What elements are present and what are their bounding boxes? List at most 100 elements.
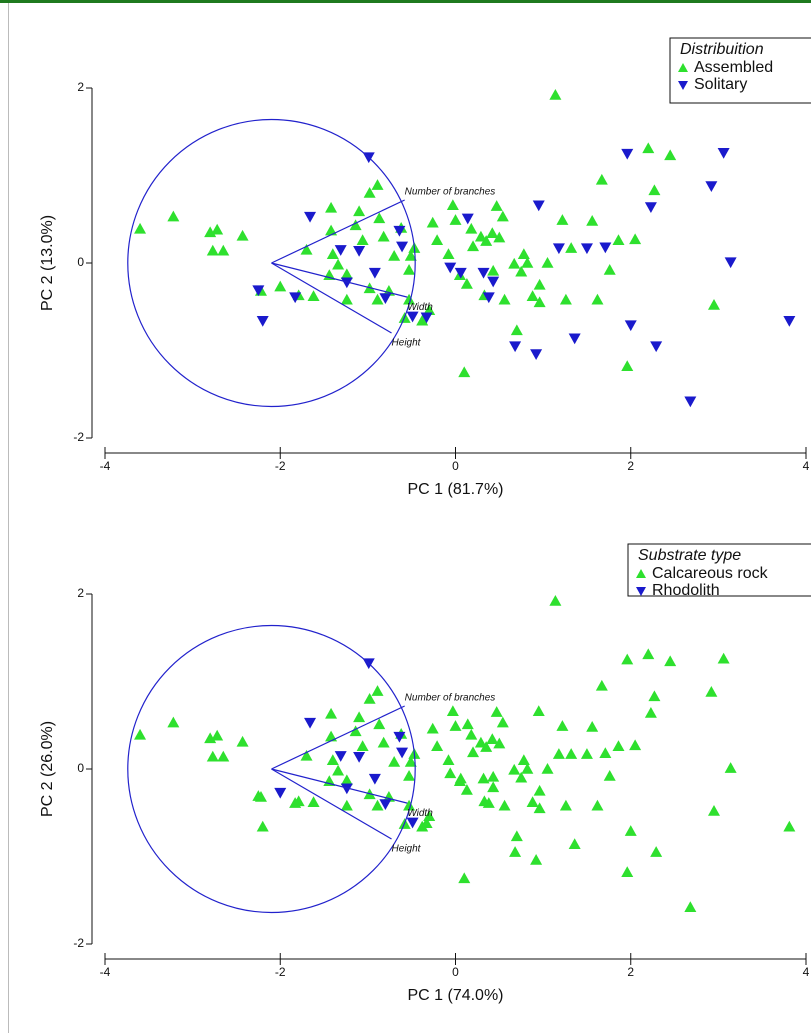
point: [460, 278, 473, 289]
point: [373, 718, 386, 730]
point: [252, 790, 265, 801]
legend-label: Solitary: [694, 76, 747, 93]
point: [396, 747, 409, 759]
point: [510, 830, 523, 842]
point: [431, 234, 444, 246]
point: [684, 901, 697, 913]
point: [307, 796, 320, 808]
point: [783, 315, 796, 327]
point: [603, 264, 616, 275]
legend-box: [627, 543, 811, 597]
point: [621, 148, 634, 160]
y-tick-label: 0: [77, 255, 84, 269]
point: [304, 211, 317, 223]
point: [368, 773, 381, 785]
y-tick-label: 2: [77, 80, 84, 94]
point: [565, 748, 578, 759]
y-tick-label: -2: [73, 936, 84, 950]
point: [580, 243, 593, 255]
y-axis-title: PC 2 (26.0%): [39, 721, 56, 817]
point: [349, 725, 362, 737]
point: [642, 648, 655, 660]
point: [621, 653, 634, 665]
point: [591, 293, 604, 305]
point: [612, 740, 625, 752]
point: [515, 771, 528, 783]
x-axis-title: PC 1 (81.7%): [407, 481, 503, 498]
point: [373, 212, 386, 224]
point: [307, 290, 320, 302]
legend-marker: [678, 81, 688, 90]
loading-label: Width: [407, 808, 433, 819]
point: [431, 740, 444, 752]
loading-vector: [271, 262, 408, 298]
point: [403, 770, 416, 781]
point: [664, 655, 677, 667]
point: [650, 341, 663, 353]
point: [521, 763, 534, 774]
point: [717, 652, 730, 664]
point: [521, 257, 534, 268]
point: [379, 293, 392, 304]
point: [334, 751, 347, 762]
point: [552, 748, 565, 759]
point: [532, 705, 545, 717]
point: [707, 299, 720, 310]
point: [449, 214, 462, 225]
point: [353, 711, 366, 723]
point: [388, 756, 401, 767]
point: [403, 799, 416, 811]
point: [490, 706, 503, 717]
point: [664, 149, 677, 161]
point: [325, 707, 338, 719]
point: [289, 292, 302, 304]
point: [493, 231, 506, 243]
point: [526, 290, 539, 302]
point: [629, 233, 642, 245]
point: [325, 224, 338, 236]
point: [454, 267, 467, 279]
x-tick-label: -4: [100, 965, 111, 979]
x-tick-label: -4: [100, 459, 111, 473]
point: [404, 756, 417, 767]
point: [211, 729, 224, 741]
point: [304, 717, 317, 729]
point: [705, 686, 718, 697]
point: [404, 250, 417, 261]
point: [420, 817, 433, 829]
point: [508, 257, 521, 269]
point: [532, 200, 545, 212]
point: [530, 349, 543, 360]
point: [517, 754, 530, 766]
point: [707, 805, 720, 816]
point: [332, 764, 345, 776]
point: [167, 716, 180, 728]
point: [565, 242, 578, 253]
point: [586, 721, 599, 732]
point: [509, 846, 522, 857]
point: [559, 799, 572, 811]
point: [340, 268, 353, 280]
point: [629, 739, 642, 751]
legend-title: Distribuition: [680, 41, 764, 58]
point: [403, 293, 416, 305]
point: [211, 223, 224, 235]
point: [599, 747, 612, 759]
legend-label: Calcareous rock: [652, 565, 769, 582]
point: [568, 838, 581, 850]
point: [533, 802, 546, 814]
point: [449, 720, 462, 731]
point: [586, 215, 599, 226]
point: [426, 722, 439, 734]
point: [406, 311, 419, 323]
point: [403, 264, 416, 275]
point: [650, 846, 663, 857]
point: [444, 767, 457, 779]
point: [377, 736, 390, 748]
point: [446, 705, 459, 717]
point: [426, 216, 439, 228]
point: [644, 202, 657, 213]
point: [556, 720, 569, 731]
legend-label: Assembled: [694, 59, 773, 76]
point: [379, 799, 392, 810]
